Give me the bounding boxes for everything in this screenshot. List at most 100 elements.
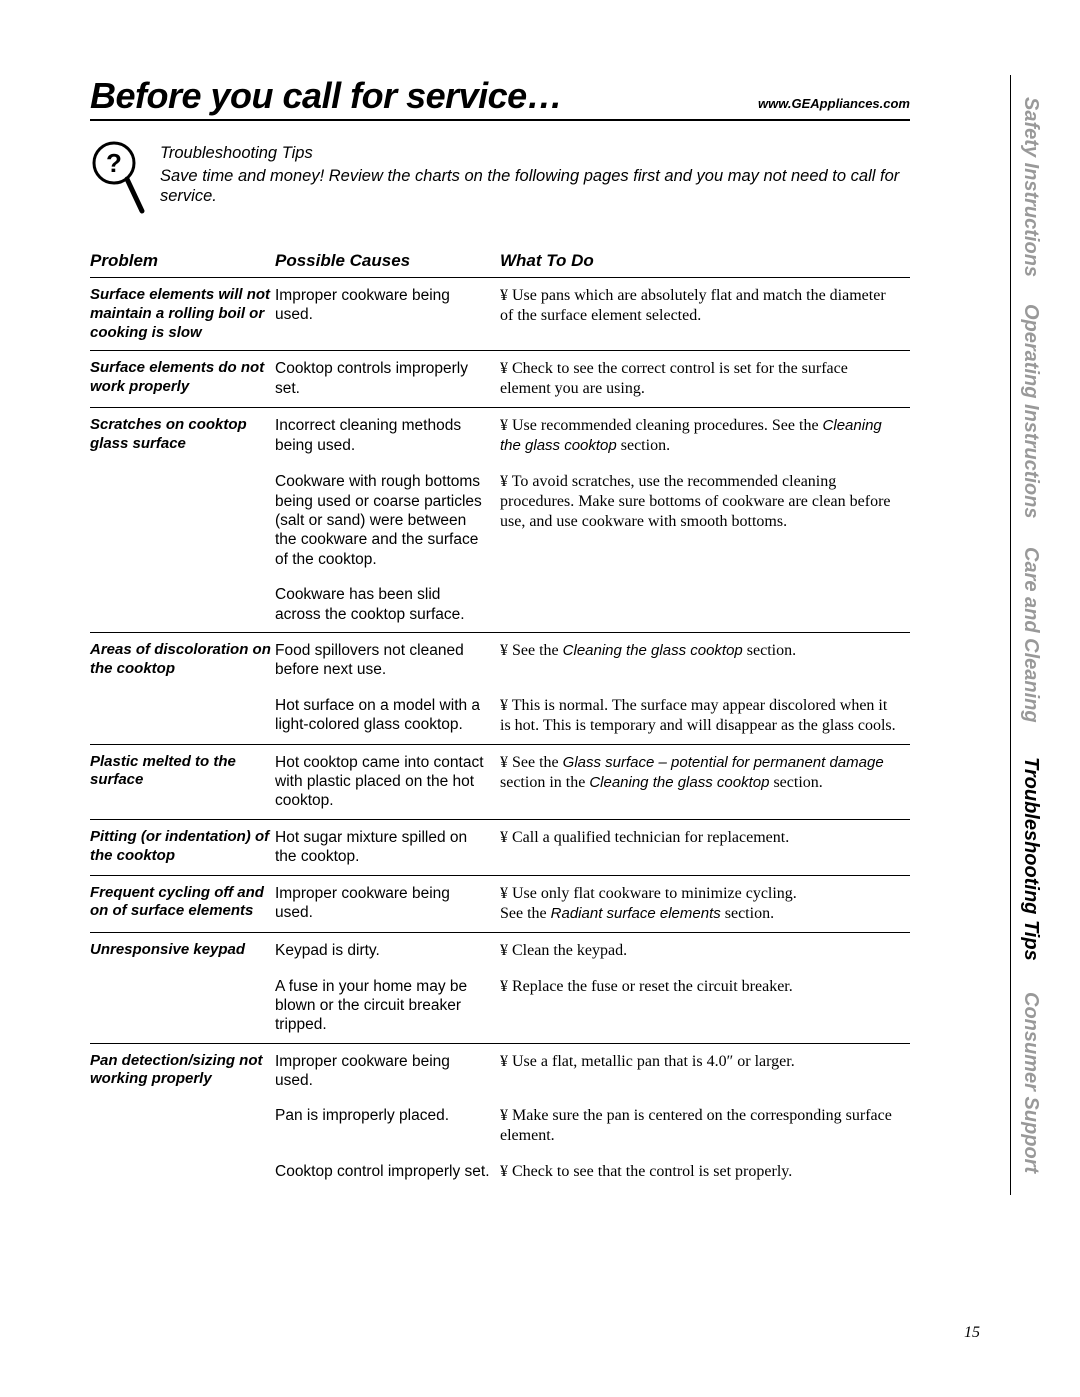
problem-cell: Pan detection/sizing not working properl… <box>90 1043 275 1098</box>
problem-cell <box>90 464 275 577</box>
bullet-glyph: ¥ <box>500 360 512 377</box>
todo-italic-ref: Glass surface – potential for permanent … <box>563 754 884 771</box>
table-row: Scratches on cooktop glass surfaceIncorr… <box>90 408 910 465</box>
cause-cell: A fuse in your home may be blown or the … <box>275 969 500 1044</box>
cause-cell: Cookware with rough bottoms being used o… <box>275 464 500 577</box>
bullet-glyph: ¥ <box>500 754 512 771</box>
problem-cell: Frequent cycling off and on of surface e… <box>90 875 275 932</box>
col-causes: Possible Causes <box>275 247 500 278</box>
problem-cell <box>90 969 275 1044</box>
side-tabs: Safety InstructionsOperating Instruction… <box>1010 75 1050 1195</box>
table-header-row: Problem Possible Causes What To Do <box>90 247 910 278</box>
col-todo: What To Do <box>500 247 910 278</box>
side-tab: Consumer Support <box>1010 971 1050 1195</box>
table-row: Pan detection/sizing not working properl… <box>90 1043 910 1098</box>
page-number: 15 <box>964 1324 980 1342</box>
todo-cell: ¥ Replace the fuse or reset the circuit … <box>500 969 910 1044</box>
todo-cell: ¥ See the Cleaning the glass cooktop sec… <box>500 632 910 687</box>
todo-cell: ¥ Call a qualified technician for replac… <box>500 819 910 875</box>
cause-cell: Cooktop controls improperly set. <box>275 351 500 408</box>
tip-body: Save time and money! Review the charts o… <box>160 167 899 206</box>
cause-cell: Pan is improperly placed. <box>275 1098 500 1154</box>
problem-cell <box>90 1098 275 1154</box>
site-url: www.GEAppliances.com <box>758 96 910 117</box>
table-row: Hot surface on a model with a light-colo… <box>90 688 910 745</box>
page-content: Before you call for service… www.GEAppli… <box>90 75 910 1190</box>
cause-cell: Incorrect cleaning methods being used. <box>275 408 500 465</box>
bullet-glyph: ¥ <box>500 978 512 995</box>
todo-cell: ¥ Check to see that the control is set p… <box>500 1154 910 1190</box>
bullet-glyph: ¥ <box>500 942 512 959</box>
todo-italic-ref: Cleaning the glass cooktop <box>500 417 882 454</box>
magnifier-question-icon: ? <box>90 139 146 219</box>
table-row: Surface elements do not work properlyCoo… <box>90 351 910 408</box>
todo-cell: ¥ Make sure the pan is centered on the c… <box>500 1098 910 1154</box>
problem-cell: Unresponsive keypad <box>90 932 275 969</box>
side-tab: Troubleshooting Tips <box>1010 747 1050 971</box>
page-title: Before you call for service… <box>90 75 562 117</box>
col-problem: Problem <box>90 247 275 278</box>
cause-cell: Improper cookware being used. <box>275 278 500 351</box>
svg-text:?: ? <box>106 148 122 178</box>
problem-cell <box>90 577 275 632</box>
intro-text: Troubleshooting Tips Save time and money… <box>160 139 910 219</box>
intro-block: ? Troubleshooting Tips Save time and mon… <box>90 139 910 219</box>
todo-italic-ref: Radiant surface elements <box>551 905 721 922</box>
problem-cell <box>90 1154 275 1190</box>
problem-cell: Pitting (or indentation) of the cooktop <box>90 819 275 875</box>
table-row: Areas of discoloration on the cooktopFoo… <box>90 632 910 687</box>
table-row: Pan is improperly placed.¥ Make sure the… <box>90 1098 910 1154</box>
bullet-glyph: ¥ <box>500 697 512 714</box>
cause-cell: Cooktop control improperly set. <box>275 1154 500 1190</box>
side-tab: Safety Instructions <box>1010 75 1050 299</box>
side-tab: Care and Cleaning <box>1010 523 1050 747</box>
problem-cell: Plastic melted to the surface <box>90 744 275 819</box>
table-row: Surface elements will not maintain a rol… <box>90 278 910 351</box>
todo-cell: ¥ This is normal. The surface may appear… <box>500 688 910 745</box>
cause-cell: Hot surface on a model with a light-colo… <box>275 688 500 745</box>
table-row: Cooktop control improperly set.¥ Check t… <box>90 1154 910 1190</box>
cause-cell: Improper cookware being used. <box>275 875 500 932</box>
cause-cell: Hot sugar mixture spilled on the cooktop… <box>275 819 500 875</box>
problem-cell <box>90 688 275 745</box>
bullet-glyph: ¥ <box>500 417 512 434</box>
bullet-glyph: ¥ <box>500 885 512 902</box>
side-tab: Operating Instructions <box>1010 299 1050 523</box>
table-row: Cookware has been slid across the cookto… <box>90 577 910 632</box>
problem-cell: Scratches on cooktop glass surface <box>90 408 275 465</box>
bullet-glyph: ¥ <box>500 287 512 304</box>
bullet-glyph: ¥ <box>500 642 512 659</box>
bullet-glyph: ¥ <box>500 829 512 846</box>
todo-cell: ¥ Check to see the correct control is se… <box>500 351 910 408</box>
todo-cell: ¥ Use only flat cookware to minimize cyc… <box>500 875 910 932</box>
todo-cell: ¥ To avoid scratches, use the recommende… <box>500 464 910 577</box>
table-row: Pitting (or indentation) of the cooktopH… <box>90 819 910 875</box>
heading-row: Before you call for service… www.GEAppli… <box>90 75 910 121</box>
bullet-glyph: ¥ <box>500 1107 512 1124</box>
table-row: Cookware with rough bottoms being used o… <box>90 464 910 577</box>
todo-cell: ¥ Clean the keypad. <box>500 932 910 969</box>
todo-italic-ref: Cleaning the glass cooktop <box>563 642 743 659</box>
cause-cell: Improper cookware being used. <box>275 1043 500 1098</box>
cause-cell: Keypad is dirty. <box>275 932 500 969</box>
todo-cell: ¥ Use a flat, metallic pan that is 4.0″ … <box>500 1043 910 1098</box>
table-row: Frequent cycling off and on of surface e… <box>90 875 910 932</box>
todo-cell: ¥ See the Glass surface – potential for … <box>500 744 910 819</box>
cause-cell: Cookware has been slid across the cookto… <box>275 577 500 632</box>
table-row: A fuse in your home may be blown or the … <box>90 969 910 1044</box>
table-row: Unresponsive keypadKeypad is dirty.¥ Cle… <box>90 932 910 969</box>
table-row: Plastic melted to the surfaceHot cooktop… <box>90 744 910 819</box>
problem-cell: Surface elements do not work properly <box>90 351 275 408</box>
cause-cell: Food spillovers not cleaned before next … <box>275 632 500 687</box>
troubleshoot-table: Problem Possible Causes What To Do Surfa… <box>90 247 910 1190</box>
bullet-glyph: ¥ <box>500 1163 512 1180</box>
problem-cell: Surface elements will not maintain a rol… <box>90 278 275 351</box>
todo-cell: ¥ Use recommended cleaning procedures. S… <box>500 408 910 465</box>
bullet-glyph: ¥ <box>500 1053 512 1070</box>
cause-cell: Hot cooktop came into contact with plast… <box>275 744 500 819</box>
todo-cell: ¥ Use pans which are absolutely flat and… <box>500 278 910 351</box>
problem-cell: Areas of discoloration on the cooktop <box>90 632 275 687</box>
tip-title: Troubleshooting Tips <box>160 143 910 164</box>
bullet-glyph: ¥ <box>500 473 512 490</box>
todo-italic-ref: Cleaning the glass cooktop <box>589 774 769 791</box>
